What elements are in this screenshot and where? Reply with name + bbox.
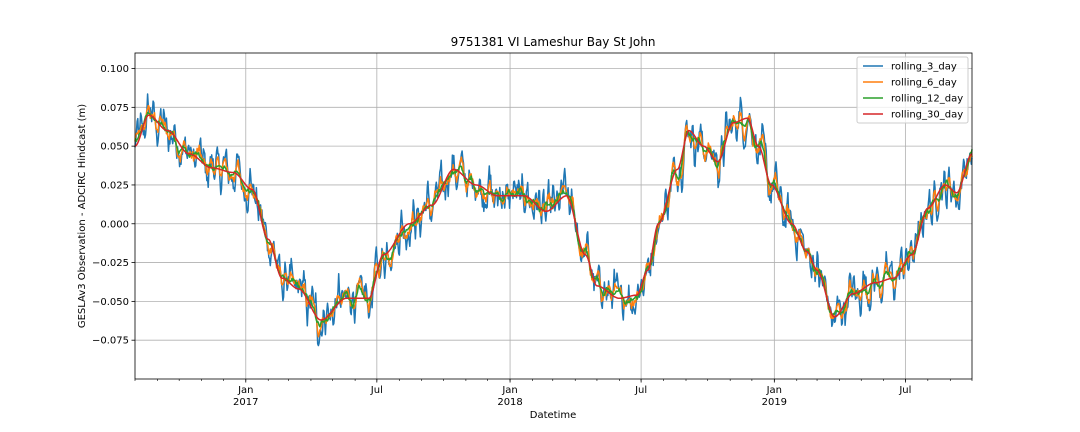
x-tick-label: Jan — [237, 385, 253, 396]
chart-title: 9751381 VI Lameshur Bay St John — [451, 35, 656, 49]
x-tick-label: Jul — [370, 385, 383, 396]
legend-label: rolling_30_day — [891, 110, 963, 121]
y-axis-label: GESLAv3 Observation - ADCIRC Hindcast (m… — [77, 104, 88, 328]
y-tick-label: 0.000 — [100, 219, 129, 230]
x-tick-label: Jul — [898, 385, 911, 396]
x-tick-year-label: 2017 — [233, 397, 258, 408]
plot-frame — [134, 52, 973, 380]
x-tick-label: Jan — [501, 385, 517, 396]
legend-label: rolling_6_day — [891, 78, 957, 89]
y-tick-label: 0.050 — [100, 142, 129, 153]
series-line-rolling-30-day — [134, 114, 973, 321]
legend-label: rolling_12_day — [891, 94, 963, 105]
y-tick-label: 0.075 — [100, 103, 129, 114]
x-axis-label: Datetime — [530, 410, 577, 421]
x-tick-year-label: 2018 — [497, 397, 522, 408]
y-tick-label: −0.025 — [92, 258, 129, 269]
legend-frame — [856, 56, 969, 124]
y-tick-label: −0.075 — [92, 336, 129, 347]
x-tick-year-label: 2019 — [762, 397, 787, 408]
y-axis: −0.075 −0.050 −0.025 0.000 0.025 0.050 0.075 0.… — [92, 64, 135, 347]
legend-label: rolling_3_day — [891, 62, 957, 73]
x-tick-label: Jul — [634, 385, 647, 396]
y-tick-label: 0.100 — [100, 64, 129, 75]
y-tick-label: 0.025 — [100, 180, 129, 191]
series-line-rolling-6-day — [134, 104, 973, 338]
y-tick-label: −0.050 — [92, 297, 129, 308]
legend: rolling_3_day rolling_6_day rolling_12_day… — [856, 56, 969, 124]
series-lines — [134, 93, 973, 347]
x-tick-label: Jan — [766, 385, 782, 396]
